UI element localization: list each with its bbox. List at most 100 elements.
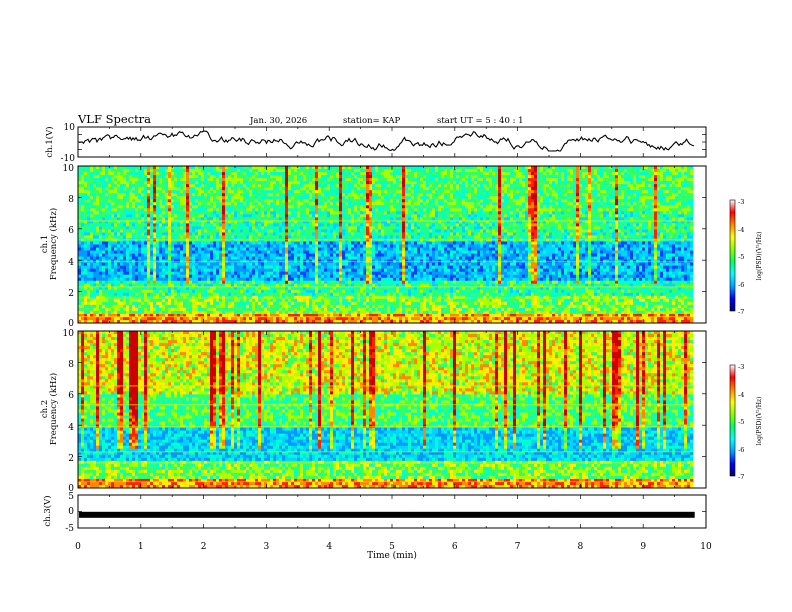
- spectrogram-cell: [609, 178, 613, 182]
- spectrogram-cell: [552, 196, 556, 200]
- spectrogram-cell: [606, 202, 610, 206]
- spectrogram-cell: [495, 214, 499, 218]
- spectrogram-cell: [303, 190, 307, 194]
- spectrogram-cell: [321, 235, 325, 239]
- spectrogram-cell: [426, 169, 430, 173]
- spectrogram-cell: [279, 205, 283, 209]
- spectrogram-cell: [114, 205, 118, 209]
- spectrogram-cell: [387, 208, 391, 212]
- spectrogram-cell: [210, 169, 214, 173]
- spectrogram-cell: [219, 205, 223, 209]
- spectrogram-cell: [81, 214, 85, 218]
- spectrogram-cell: [513, 202, 517, 206]
- spectrogram-cell: [531, 202, 535, 206]
- spectrogram-cell: [192, 220, 196, 224]
- spectrogram-cell: [282, 223, 286, 227]
- spectrogram-cell: [672, 193, 676, 197]
- spectrogram-cell: [414, 169, 418, 173]
- spectrogram-cell: [105, 178, 109, 182]
- station-label: station= KAP: [343, 116, 401, 126]
- spectrogram-cell: [402, 202, 406, 206]
- spectrogram-cell: [195, 199, 199, 203]
- spectrogram-cell: [264, 202, 268, 206]
- spectrogram-cell: [99, 169, 103, 173]
- spectrogram-cell: [174, 208, 178, 212]
- spectrogram-cell: [516, 193, 520, 197]
- spectrogram-cell: [195, 166, 199, 170]
- spectrogram-cell: [615, 211, 619, 215]
- spectrogram-cell: [513, 190, 517, 194]
- spectrogram-cell: [465, 178, 469, 182]
- spectrogram-cell: [438, 169, 442, 173]
- spectrogram-cell: [354, 181, 358, 185]
- spectrogram-cell: [438, 193, 442, 197]
- spectrogram-cell: [651, 220, 655, 224]
- spectrogram-cell: [666, 235, 670, 239]
- spectrogram-cell: [132, 181, 136, 185]
- spectrogram-cell: [216, 232, 220, 236]
- spectrogram-cell: [117, 223, 121, 227]
- spectrogram-cell: [120, 172, 124, 176]
- spectrogram-cell: [225, 211, 229, 215]
- spectrogram-cell: [90, 211, 94, 215]
- spectrogram-cell: [171, 187, 175, 191]
- spectrogram-cell: [582, 172, 586, 176]
- spectrogram-cell: [444, 202, 448, 206]
- spectrogram-cell: [165, 217, 169, 221]
- spectrogram-cell: [312, 187, 316, 191]
- spectrogram-cell: [252, 178, 256, 182]
- spectrogram-cell: [603, 229, 607, 233]
- spectrogram-cell: [420, 187, 424, 191]
- spectrogram-cell: [474, 220, 478, 224]
- spectrogram-cell: [423, 181, 427, 185]
- spectrogram-cell: [441, 223, 445, 227]
- spectrogram-cell: [198, 223, 202, 227]
- spectrogram-cell: [318, 205, 322, 209]
- spectrogram-cell: [666, 184, 670, 188]
- spectrogram-cell: [363, 175, 367, 179]
- spectrogram-cell: [405, 235, 409, 239]
- spectrogram-cell: [621, 187, 625, 191]
- spectrogram-cell: [306, 184, 310, 188]
- spectrogram-cell: [627, 214, 631, 218]
- spectrogram-cell: [495, 190, 499, 194]
- spectrogram-cell: [570, 217, 574, 221]
- spectrogram-cell: [204, 220, 208, 224]
- spectrogram-cell: [312, 235, 316, 239]
- spectrogram-cell: [207, 211, 211, 215]
- spectrogram-cell: [345, 229, 349, 233]
- spectrogram-cell: [468, 202, 472, 206]
- spectrogram-cell: [111, 229, 115, 233]
- spectrogram-cell: [129, 202, 133, 206]
- spectrogram-cell: [165, 214, 169, 218]
- spectrogram-cell: [681, 235, 685, 239]
- spectrogram-cell: [144, 229, 148, 233]
- spectrogram-cell: [507, 223, 511, 227]
- spectrogram-cell: [480, 166, 484, 170]
- spectrogram-cell: [420, 178, 424, 182]
- spectrogram-cell: [687, 184, 691, 188]
- spectrogram-cell: [168, 202, 172, 206]
- spectrogram-cell: [345, 175, 349, 179]
- spectrogram-cell: [342, 196, 346, 200]
- spectrogram-cell: [180, 196, 184, 200]
- spectrogram-cell: [474, 217, 478, 221]
- spectrogram-cell: [687, 202, 691, 206]
- spectrogram-cell: [594, 181, 598, 185]
- spectrogram-cell: [336, 196, 340, 200]
- ch1-spectrogram-content: [78, 166, 706, 324]
- spectrogram-cell: [414, 190, 418, 194]
- spectrogram-cell: [426, 223, 430, 227]
- spectrogram-cell: [675, 187, 679, 191]
- spectrogram-cell: [609, 205, 613, 209]
- spectrogram-cell: [492, 205, 496, 209]
- spectrogram-cell: [297, 178, 301, 182]
- spectrogram-cell: [588, 235, 592, 239]
- spectrogram-cell: [138, 196, 142, 200]
- spectrogram-cell: [675, 193, 679, 197]
- spectrogram-cell: [417, 232, 421, 236]
- spectrogram-cell: [306, 166, 310, 170]
- spectrogram-cell: [543, 193, 547, 197]
- spectrogram-cell: [369, 205, 373, 209]
- spectrogram-cell: [369, 211, 373, 215]
